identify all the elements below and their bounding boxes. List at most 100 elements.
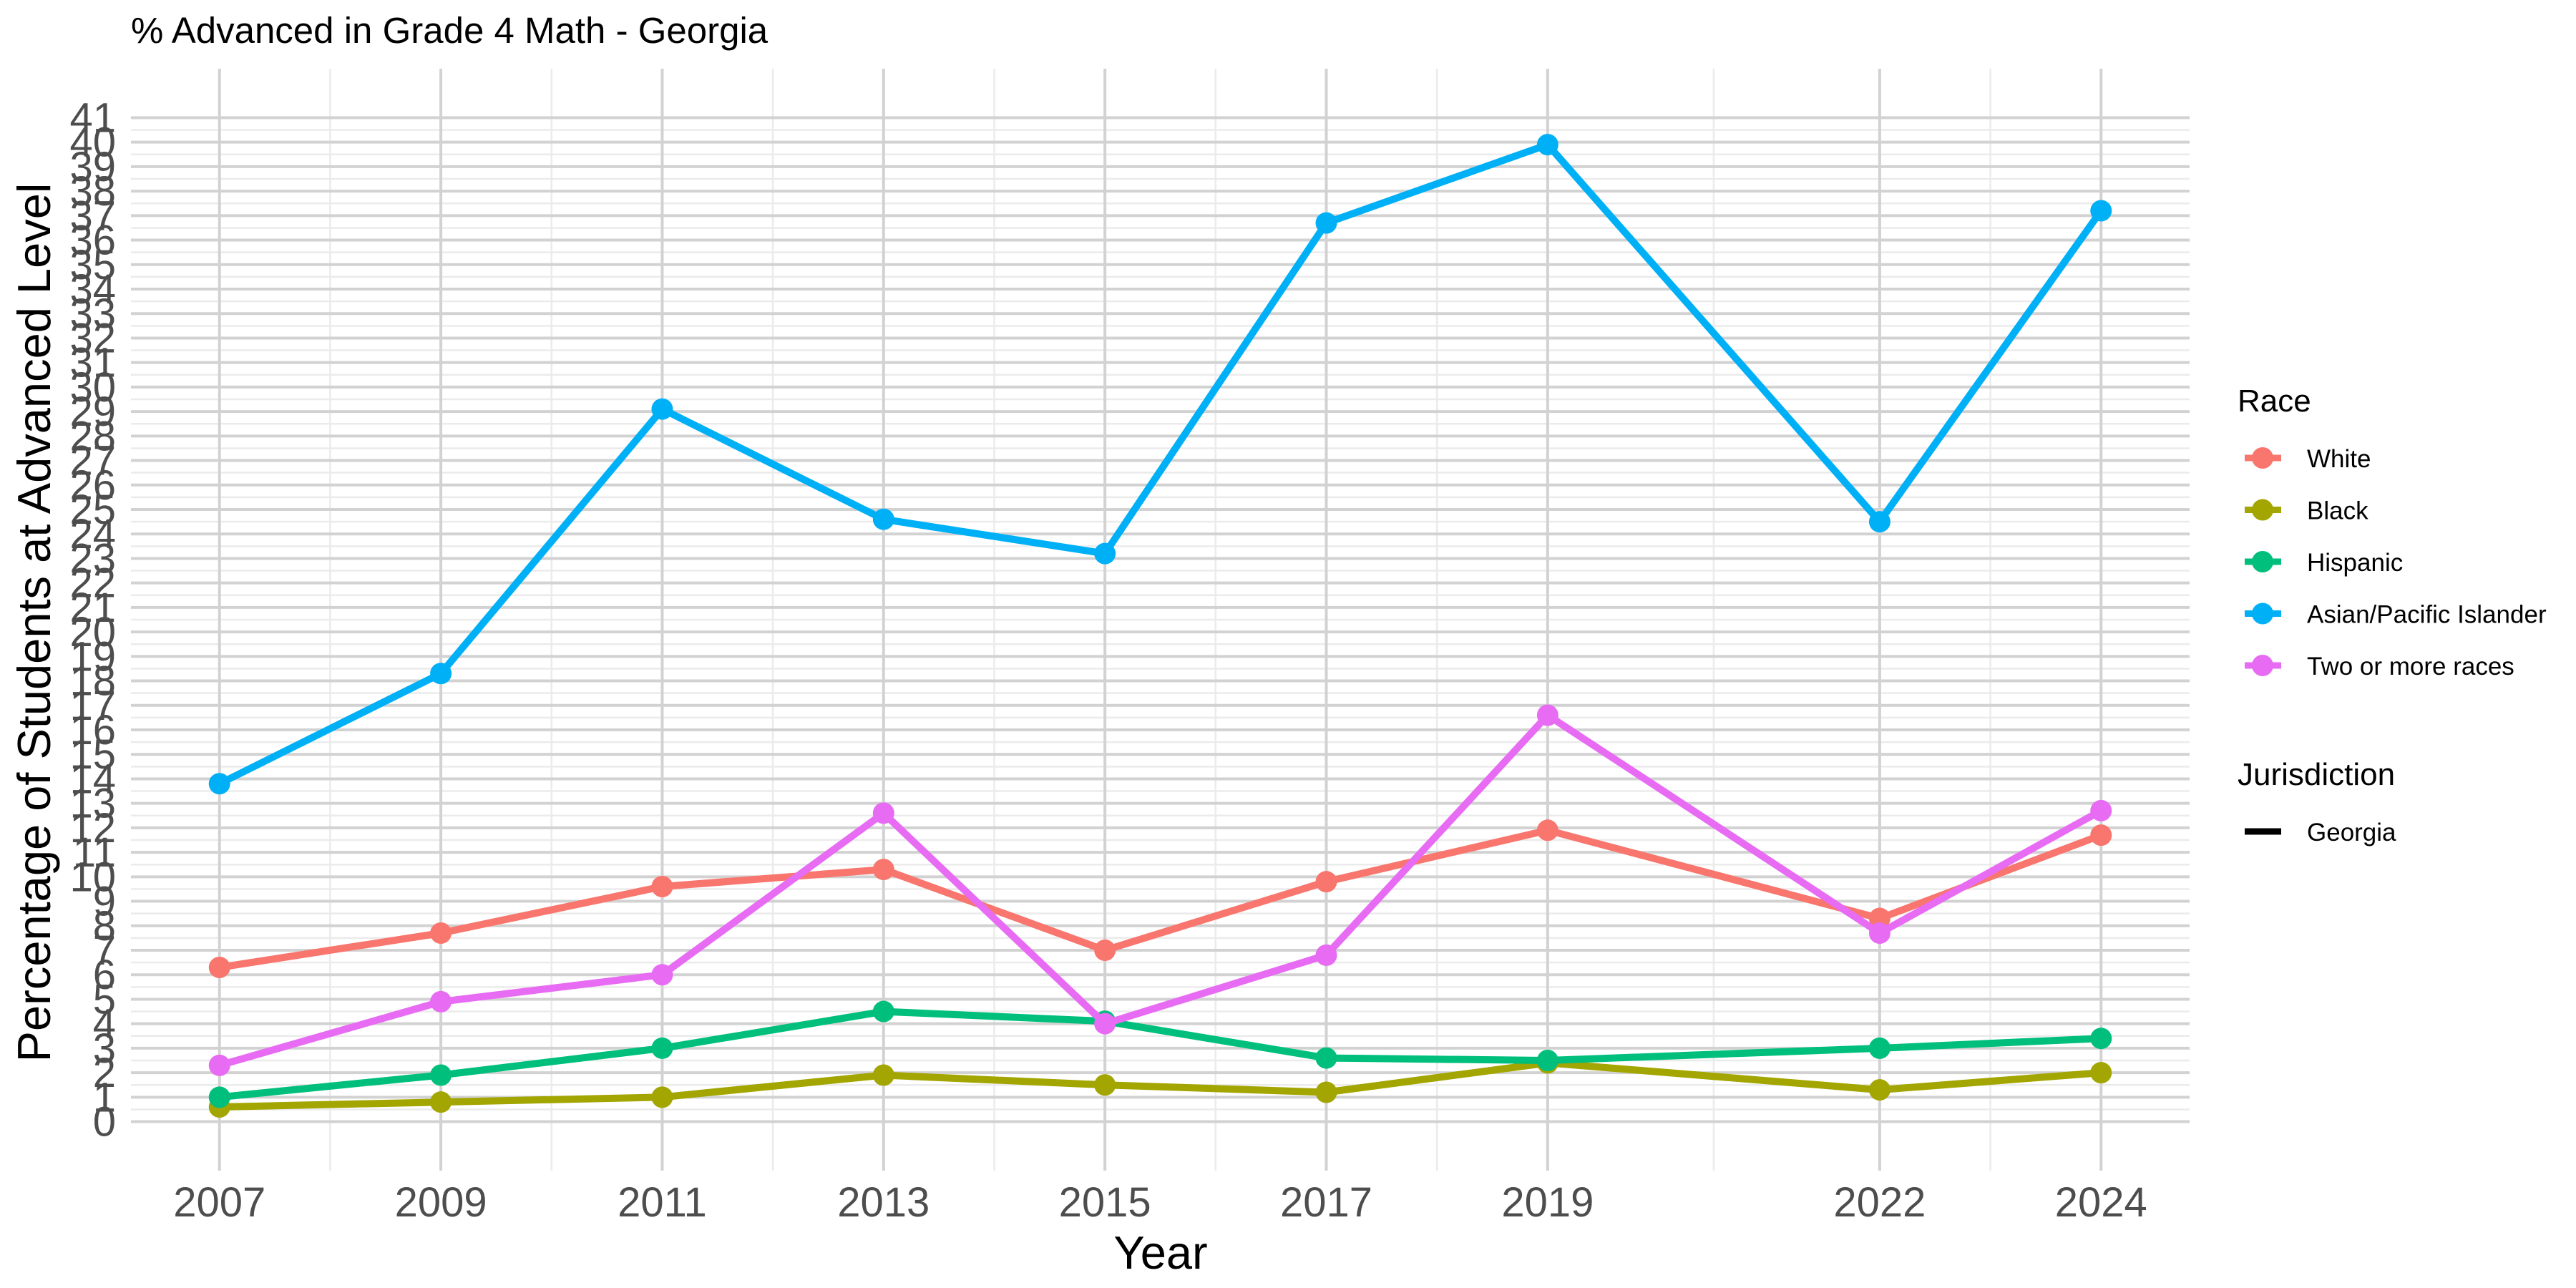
y-tick-label: 18 bbox=[69, 658, 116, 705]
legend-item-black: Black bbox=[2245, 497, 2368, 525]
y-tick-label: 10 bbox=[69, 854, 116, 900]
y-axis-ticks: 0123456789101112131415161718192021222324… bbox=[69, 94, 116, 1145]
data-point-asian-pacific-islander bbox=[1315, 212, 1337, 234]
y-tick-label: 8 bbox=[93, 903, 116, 950]
data-point-black bbox=[872, 1064, 894, 1086]
x-tick-label: 2022 bbox=[1833, 1179, 1926, 1226]
y-tick-label: 21 bbox=[69, 585, 116, 631]
data-point-two-or-more-races bbox=[1094, 1013, 1116, 1035]
y-tick-label: 23 bbox=[69, 535, 116, 582]
data-point-two-or-more-races bbox=[872, 802, 894, 824]
x-axis-ticks: 2007 2009 2011 2013 2015 2017 2019 2022 2024 bbox=[173, 1179, 2147, 1226]
y-tick-label: 6 bbox=[93, 952, 116, 998]
data-point-white bbox=[1315, 871, 1337, 893]
y-tick-label: 30 bbox=[69, 364, 116, 411]
legend-label: Hispanic bbox=[2307, 549, 2403, 577]
series-white bbox=[208, 819, 2112, 978]
series-line-two-or-more-races bbox=[218, 711, 2103, 1069]
legend-label-georgia: Georgia bbox=[2307, 819, 2396, 847]
y-tick-label: 29 bbox=[69, 389, 116, 435]
y-tick-label: 3 bbox=[93, 1025, 116, 1072]
data-point-black bbox=[2090, 1062, 2112, 1084]
y-tick-label: 4 bbox=[93, 1001, 116, 1048]
y-tick-label: 28 bbox=[69, 413, 116, 459]
legend-key-point bbox=[2252, 499, 2273, 521]
legend-item-white: White bbox=[2245, 445, 2371, 473]
y-tick-label: 12 bbox=[69, 805, 116, 852]
data-point-white bbox=[872, 859, 894, 881]
y-tick-label: 38 bbox=[69, 168, 116, 215]
data-point-two-or-more-races bbox=[1315, 944, 1337, 966]
data-point-white bbox=[1536, 819, 1558, 841]
y-tick-label: 24 bbox=[69, 511, 116, 557]
legend-item-asian-pacific-islander: Asian/Pacific Islander bbox=[2245, 601, 2547, 629]
x-axis-title: Year bbox=[1113, 1226, 1207, 1279]
series-two-or-more-races bbox=[208, 704, 2112, 1076]
series-line-white bbox=[218, 826, 2103, 971]
data-point-hispanic bbox=[2090, 1028, 2112, 1050]
y-tick-label: 33 bbox=[69, 291, 116, 337]
data-point-hispanic bbox=[1536, 1050, 1558, 1071]
data-point-hispanic bbox=[1868, 1037, 1890, 1059]
data-point-asian-pacific-islander bbox=[1868, 511, 1890, 533]
y-tick-label: 32 bbox=[69, 315, 116, 361]
series-hispanic bbox=[208, 1000, 2112, 1108]
data-point-black bbox=[1868, 1079, 1890, 1101]
chart-title: % Advanced in Grade 4 Math - Georgia bbox=[131, 10, 769, 51]
data-point-asian-pacific-islander bbox=[208, 773, 230, 795]
data-point-asian-pacific-islander bbox=[651, 398, 673, 420]
series-group bbox=[208, 134, 2112, 1118]
legend-key-point bbox=[2252, 551, 2273, 572]
legend-key-point bbox=[2252, 602, 2273, 625]
y-axis-title: Percentage of Students at Advanced Level bbox=[8, 183, 60, 1063]
legend-label: Black bbox=[2307, 497, 2368, 525]
y-tick-label: 11 bbox=[73, 829, 116, 876]
y-tick-label: 9 bbox=[93, 879, 116, 925]
legend-label: Asian/Pacific Islander bbox=[2307, 601, 2547, 629]
y-tick-label: 26 bbox=[69, 462, 116, 509]
y-tick-label: 37 bbox=[69, 192, 116, 239]
data-point-hispanic bbox=[430, 1064, 452, 1086]
data-point-asian-pacific-islander bbox=[2090, 200, 2112, 222]
x-tick-label: 2011 bbox=[618, 1179, 707, 1226]
legend-item-hispanic: Hispanic bbox=[2245, 549, 2403, 577]
data-point-white bbox=[1094, 940, 1116, 961]
data-point-white bbox=[430, 922, 452, 945]
y-tick-label: 31 bbox=[69, 340, 116, 386]
legend-item-georgia: Georgia bbox=[2245, 819, 2396, 847]
legend-item-two-or-more-races: Two or more races bbox=[2245, 653, 2514, 680]
y-tick-label: 39 bbox=[69, 144, 116, 190]
y-tick-label: 7 bbox=[93, 927, 116, 974]
data-point-black bbox=[651, 1086, 673, 1108]
y-tick-label: 36 bbox=[69, 218, 116, 264]
y-tick-label: 35 bbox=[69, 242, 116, 288]
legend: Race White Black Hispanic Asian/Pacific Isl… bbox=[2238, 384, 2547, 847]
y-tick-label: 5 bbox=[93, 976, 116, 1023]
legend-title-race: Race bbox=[2238, 384, 2311, 419]
legend-key-point bbox=[2252, 655, 2273, 676]
data-point-asian-pacific-islander bbox=[430, 663, 452, 685]
series-asian-pacific-islander bbox=[208, 134, 2112, 795]
data-point-hispanic bbox=[1315, 1047, 1337, 1069]
y-tick-label: 22 bbox=[69, 560, 116, 607]
major-gridlines bbox=[131, 69, 2190, 1171]
x-tick-label: 2007 bbox=[173, 1179, 265, 1226]
x-tick-label: 2024 bbox=[2055, 1179, 2147, 1226]
y-tick-label: 0 bbox=[93, 1099, 116, 1146]
y-tick-label: 25 bbox=[69, 487, 116, 533]
data-point-hispanic bbox=[651, 1037, 673, 1059]
x-tick-label: 2017 bbox=[1280, 1179, 1372, 1226]
legend-key-point bbox=[2252, 447, 2273, 469]
x-tick-label: 2013 bbox=[837, 1179, 930, 1226]
y-tick-label: 15 bbox=[69, 731, 116, 778]
y-tick-label: 13 bbox=[69, 781, 116, 827]
legend-label: Two or more races bbox=[2307, 653, 2514, 680]
data-point-white bbox=[2090, 824, 2112, 847]
x-tick-label: 2019 bbox=[1501, 1179, 1594, 1226]
y-tick-label: 20 bbox=[69, 609, 116, 655]
minor-gridlines bbox=[131, 69, 2190, 1171]
data-point-hispanic bbox=[208, 1086, 230, 1108]
x-tick-label: 2009 bbox=[395, 1179, 487, 1226]
y-tick-label: 19 bbox=[69, 633, 116, 680]
